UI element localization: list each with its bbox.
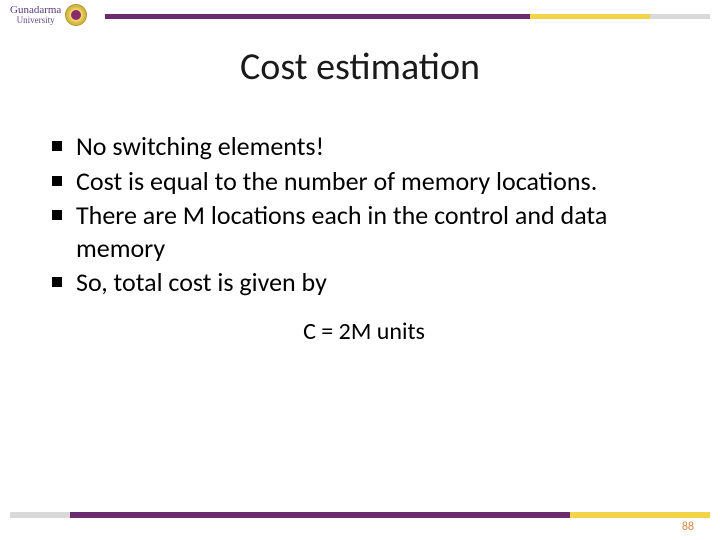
slide-content: No switching elements! Cost is equal to … <box>48 130 680 346</box>
bottom-divider <box>10 512 710 518</box>
divider-gray <box>10 512 70 518</box>
logo-subtitle: University <box>10 16 61 25</box>
bullet-item: There are M locations each in the contro… <box>48 199 680 264</box>
bullet-item: No switching elements! <box>48 130 680 163</box>
bullet-list: No switching elements! Cost is equal to … <box>48 130 680 299</box>
slide-title: Cost estimation <box>0 44 720 90</box>
top-divider <box>105 14 710 19</box>
bullet-item: Cost is equal to the number of memory lo… <box>48 165 680 198</box>
divider-yellow <box>570 512 710 518</box>
divider-gray <box>650 14 710 19</box>
seal-icon <box>65 4 87 26</box>
page-number: 88 <box>682 520 694 534</box>
logo-text: Gunadarma University <box>10 5 61 25</box>
formula-text: C = 2M units <box>48 317 680 346</box>
divider-purple <box>105 14 530 19</box>
header-bar: Gunadarma University <box>0 0 720 38</box>
divider-purple <box>70 512 570 518</box>
university-logo: Gunadarma University <box>10 4 87 26</box>
divider-yellow <box>530 14 650 19</box>
bullet-item: So, total cost is given by <box>48 266 680 299</box>
